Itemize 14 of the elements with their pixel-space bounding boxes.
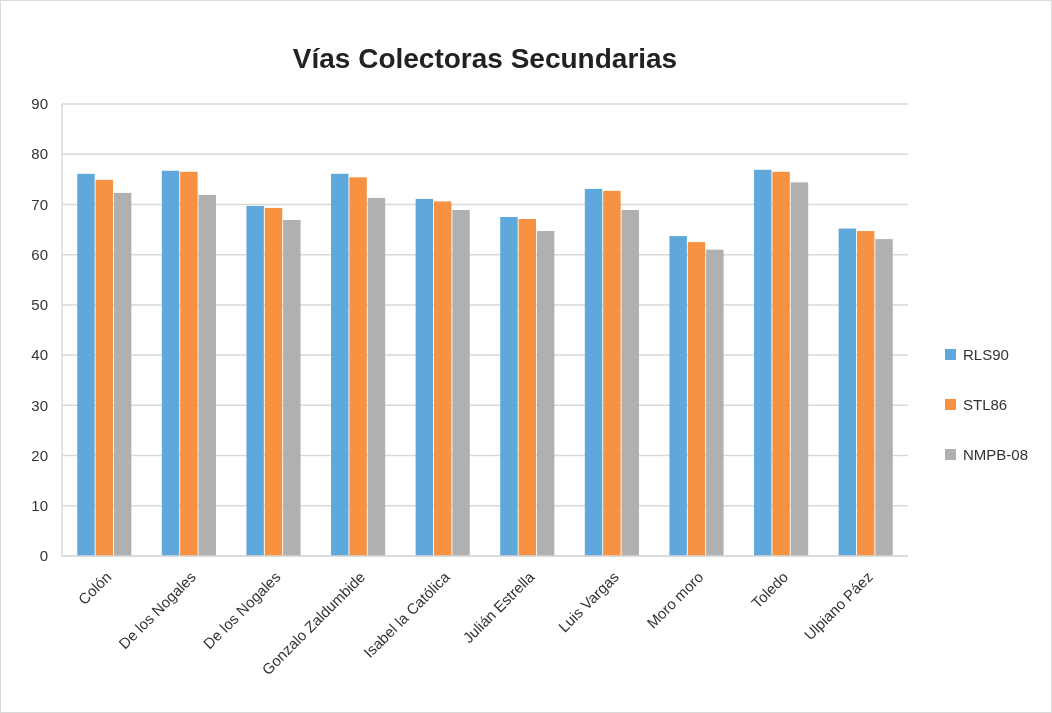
y-tick-label: 70 [31,195,48,213]
y-tick-label: 60 [31,245,48,263]
y-tick-label: 20 [31,446,48,464]
legend-label: STL86 [963,396,1008,414]
y-tick-label: 90 [31,95,48,113]
legend-label: RLS90 [963,346,1009,364]
chart-title: Vías Colectoras Secundarias [292,43,678,74]
y-tick-label: 10 [31,497,48,515]
y-tick-label: 80 [31,145,48,163]
y-tick-label: 40 [31,346,48,364]
legend-label: NMPB-08 [963,446,1029,464]
y-tick-label: 30 [31,396,48,414]
y-tick-label: 50 [31,296,48,314]
y-tick-label: 0 [39,547,48,565]
